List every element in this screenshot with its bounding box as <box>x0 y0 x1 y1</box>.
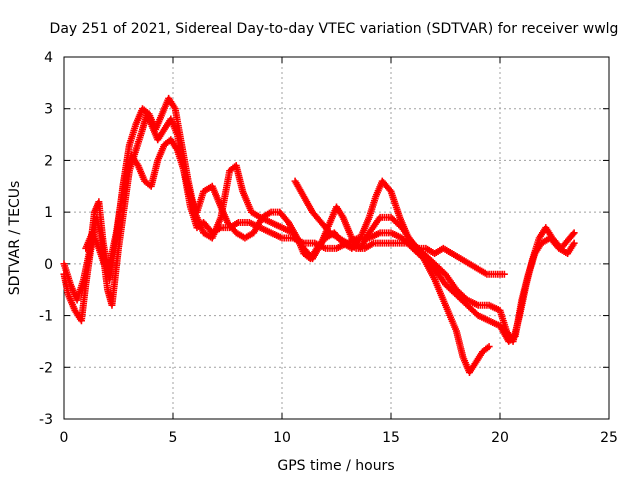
x-tick-label: 15 <box>382 430 400 446</box>
data-points <box>60 94 578 376</box>
series-track-4 <box>291 177 508 278</box>
series-track-3 <box>82 136 578 345</box>
plot-frame <box>63 56 610 420</box>
y-tick-label: 3 <box>44 102 53 118</box>
x-tick-label: 25 <box>600 430 618 446</box>
y-axis-label: SDTVAR / TECUs <box>7 181 23 296</box>
data-point <box>570 239 578 247</box>
data-point <box>569 230 577 238</box>
y-tick-label: 0 <box>44 257 53 273</box>
y-tick-label: 4 <box>44 50 53 66</box>
data-point <box>485 343 493 351</box>
y-tick-label: -3 <box>39 412 53 428</box>
x-tick-label: 0 <box>60 430 69 446</box>
x-tick-label: 20 <box>491 430 509 446</box>
y-tick-label: -2 <box>39 360 53 376</box>
x-axis-label: GPS time / hours <box>277 458 394 474</box>
tick-labels: 0 5 10 15 20 25 -3 -2 -1 0 1 2 3 4 <box>39 50 618 446</box>
chart-title: Day 251 of 2021, Sidereal Day-to-day VTE… <box>50 21 619 37</box>
y-tick-label: 1 <box>44 205 53 221</box>
axis-ticks <box>63 56 610 420</box>
x-tick-label: 10 <box>273 430 291 446</box>
y-tick-label: -1 <box>39 309 53 325</box>
data-point <box>500 270 508 278</box>
y-tick-label: 2 <box>44 153 53 169</box>
x-tick-label: 5 <box>169 430 178 446</box>
data-point <box>570 229 578 237</box>
series-track-1 <box>60 110 493 376</box>
